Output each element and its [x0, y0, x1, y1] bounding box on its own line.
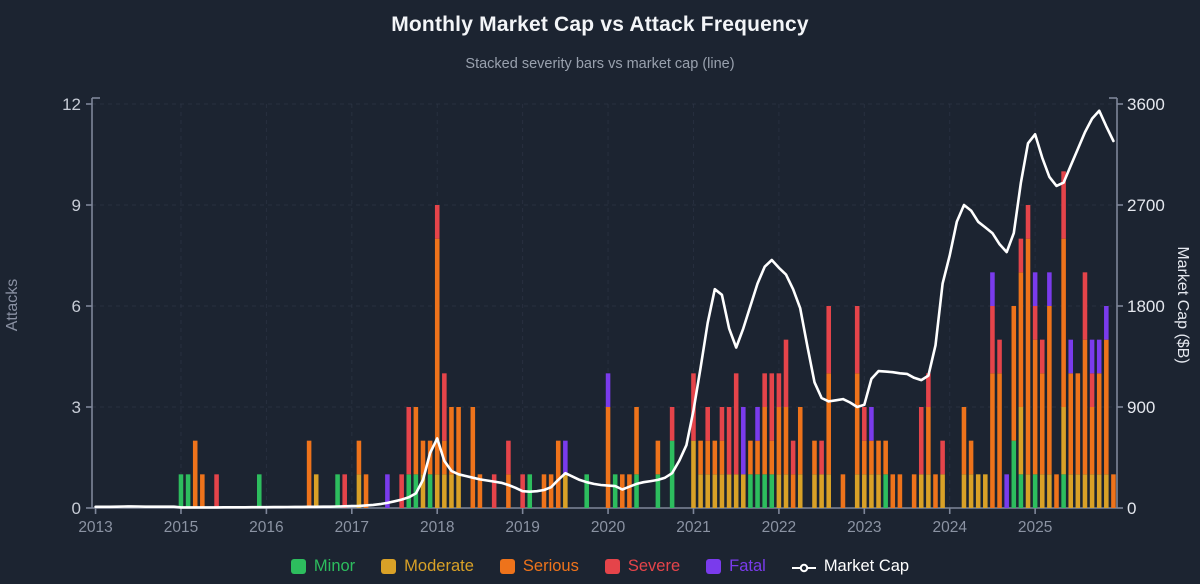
- legend-label: Minor: [313, 557, 356, 575]
- moderate-swatch-icon: [381, 559, 397, 574]
- legend-item-moderate[interactable]: Moderate: [381, 557, 474, 576]
- line-marker-icon: [791, 561, 816, 573]
- legend-label: Fatal: [729, 557, 766, 575]
- svg-text:2019: 2019: [505, 519, 539, 536]
- svg-text:2024: 2024: [932, 519, 967, 536]
- svg-text:900: 900: [1127, 398, 1155, 417]
- svg-text:2016: 2016: [249, 519, 283, 536]
- legend-item-minor[interactable]: Minor: [290, 557, 356, 576]
- legend-label: Moderate: [404, 557, 474, 575]
- svg-text:2013: 2013: [78, 519, 112, 536]
- svg-text:2025: 2025: [1018, 519, 1052, 536]
- svg-text:2021: 2021: [676, 519, 710, 536]
- fatal-swatch-icon: [706, 559, 722, 574]
- svg-text:1800: 1800: [1127, 297, 1165, 316]
- svg-text:0: 0: [1127, 499, 1136, 518]
- svg-text:2022: 2022: [762, 519, 796, 536]
- legend-item-severe[interactable]: Severe: [604, 557, 681, 576]
- svg-text:12: 12: [62, 95, 81, 114]
- legend-label: Serious: [522, 557, 579, 575]
- svg-text:6: 6: [72, 297, 81, 316]
- svg-text:2023: 2023: [847, 519, 881, 536]
- chart-subtitle: Stacked severity bars vs market cap (lin…: [465, 56, 735, 72]
- svg-text:9: 9: [72, 196, 81, 215]
- svg-text:2017: 2017: [335, 519, 369, 536]
- svg-text:2015: 2015: [164, 519, 198, 536]
- serious-swatch-icon: [499, 559, 515, 574]
- chart-title: Monthly Market Cap vs Attack Frequency: [391, 13, 809, 36]
- svg-text:3600: 3600: [1127, 95, 1165, 114]
- svg-text:2700: 2700: [1127, 196, 1165, 215]
- svg-text:0: 0: [72, 499, 81, 518]
- severe-swatch-icon: [604, 559, 620, 574]
- legend: Minor Moderate Serious Severe Fatal Ma: [0, 557, 1200, 576]
- legend-item-fatal[interactable]: Fatal: [706, 557, 766, 576]
- legend-item-market-cap[interactable]: Market Cap: [791, 557, 910, 576]
- svg-text:2018: 2018: [420, 519, 454, 536]
- svg-text:3: 3: [72, 398, 81, 417]
- legend-label: Severe: [627, 557, 681, 575]
- minor-swatch-icon: [290, 559, 306, 574]
- legend-item-serious[interactable]: Serious: [499, 557, 579, 576]
- legend-label: Market Cap: [823, 557, 910, 575]
- svg-text:2020: 2020: [591, 519, 626, 536]
